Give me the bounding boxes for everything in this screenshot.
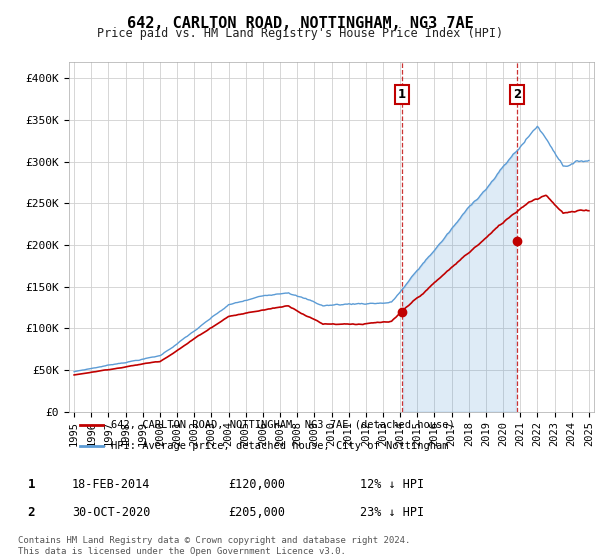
- Text: 642, CARLTON ROAD, NOTTINGHAM, NG3 7AE: 642, CARLTON ROAD, NOTTINGHAM, NG3 7AE: [127, 16, 473, 31]
- Text: £205,000: £205,000: [228, 506, 285, 519]
- Text: 30-OCT-2020: 30-OCT-2020: [72, 506, 151, 519]
- Text: 12% ↓ HPI: 12% ↓ HPI: [360, 478, 424, 491]
- Text: 1: 1: [28, 478, 35, 491]
- Text: Price paid vs. HM Land Registry's House Price Index (HPI): Price paid vs. HM Land Registry's House …: [97, 27, 503, 40]
- Text: 23% ↓ HPI: 23% ↓ HPI: [360, 506, 424, 519]
- Text: Contains HM Land Registry data © Crown copyright and database right 2024.
This d: Contains HM Land Registry data © Crown c…: [18, 536, 410, 556]
- Text: 18-FEB-2014: 18-FEB-2014: [72, 478, 151, 491]
- Text: HPI: Average price, detached house, City of Nottingham: HPI: Average price, detached house, City…: [111, 441, 449, 451]
- Text: 2: 2: [513, 88, 521, 101]
- Text: 642, CARLTON ROAD, NOTTINGHAM, NG3 7AE (detached house): 642, CARLTON ROAD, NOTTINGHAM, NG3 7AE (…: [111, 420, 455, 430]
- Text: £120,000: £120,000: [228, 478, 285, 491]
- Text: 2: 2: [28, 506, 35, 519]
- Text: 1: 1: [398, 88, 406, 101]
